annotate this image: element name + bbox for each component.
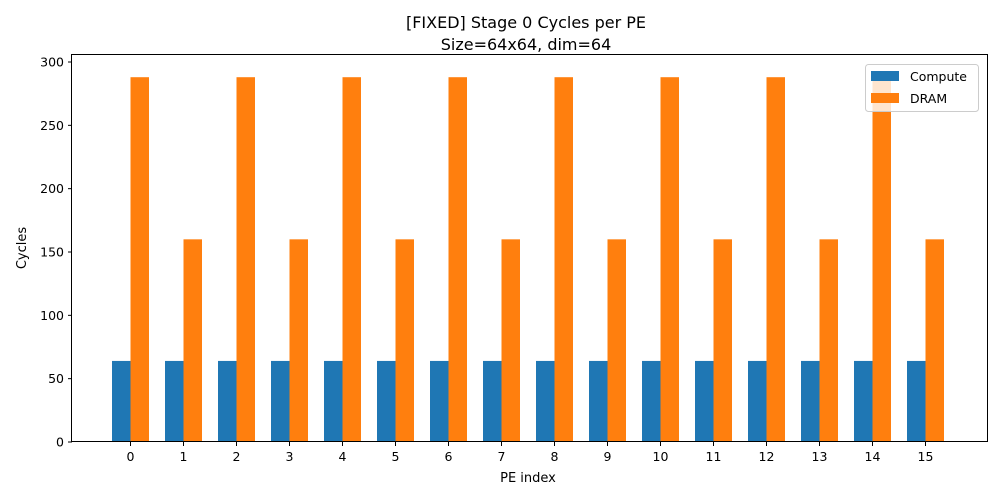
bar-dram-13 — [819, 239, 838, 442]
bar-compute-13 — [801, 360, 820, 442]
bars-group — [112, 77, 944, 442]
y-axis-ticks: 0 50 100 150 200 250 300 — [40, 55, 72, 450]
y-axis-label: Cycles — [15, 227, 30, 270]
legend-label-compute: Compute — [910, 69, 967, 84]
chart-title-line1: [FIXED] Stage 0 Cycles per PE — [406, 13, 646, 32]
legend-swatch-compute — [871, 71, 899, 81]
bar-dram-5 — [395, 239, 414, 442]
x-axis-label: PE index — [500, 471, 556, 486]
bar-compute-5 — [377, 360, 396, 442]
bar-dram-7 — [501, 239, 520, 442]
bar-dram-12 — [766, 77, 785, 442]
plot-frame — [71, 54, 988, 442]
bar-dram-14 — [872, 77, 891, 442]
x-tick-label: 0 — [127, 449, 135, 464]
x-tick-label: 2 — [233, 449, 241, 464]
x-tick-label: 7 — [498, 449, 506, 464]
x-tick-label: 10 — [653, 449, 669, 464]
y-tick-label: 300 — [40, 55, 64, 70]
y-tick-label: 50 — [48, 371, 64, 386]
bar-compute-6 — [430, 360, 449, 442]
legend-swatch-dram — [871, 93, 899, 103]
bar-compute-3 — [271, 360, 290, 442]
x-tick-label: 14 — [865, 449, 881, 464]
x-tick-label: 12 — [759, 449, 775, 464]
legend: Compute DRAM — [865, 64, 979, 112]
bar-dram-9 — [607, 239, 626, 442]
x-tick-label: 11 — [706, 449, 722, 464]
y-tick-label: 100 — [40, 308, 64, 323]
bar-compute-9 — [589, 360, 608, 442]
bar-compute-10 — [642, 360, 661, 442]
bar-dram-6 — [448, 77, 467, 442]
bar-compute-1 — [165, 360, 184, 442]
bar-dram-3 — [289, 239, 308, 442]
bar-compute-8 — [536, 360, 555, 442]
bar-dram-2 — [236, 77, 255, 442]
bar-dram-11 — [713, 239, 732, 442]
bar-compute-7 — [483, 360, 502, 442]
x-tick-label: 8 — [551, 449, 559, 464]
x-tick-label: 13 — [812, 449, 828, 464]
x-tick-label: 5 — [392, 449, 400, 464]
bar-compute-0 — [112, 360, 131, 442]
bar-dram-1 — [183, 239, 202, 442]
y-tick-label: 150 — [40, 245, 64, 260]
bar-dram-10 — [660, 77, 679, 442]
x-tick-label: 15 — [918, 449, 934, 464]
x-tick-label: 9 — [604, 449, 612, 464]
y-tick-label: 250 — [40, 118, 64, 133]
bar-compute-11 — [695, 360, 714, 442]
bar-compute-14 — [854, 360, 873, 442]
bar-dram-4 — [342, 77, 361, 442]
chart-title-line2: Size=64x64, dim=64 — [441, 35, 612, 54]
x-tick-label: 1 — [180, 449, 188, 464]
x-axis-ticks: 0 1 2 3 4 5 6 7 8 9 10 11 12 13 14 15 — [127, 442, 934, 464]
bar-dram-0 — [130, 77, 149, 442]
y-tick-label: 0 — [56, 435, 64, 450]
bar-compute-2 — [218, 360, 237, 442]
bar-dram-8 — [554, 77, 573, 442]
bar-compute-12 — [748, 360, 767, 442]
x-tick-label: 6 — [445, 449, 453, 464]
x-tick-label: 3 — [286, 449, 294, 464]
y-tick-label: 200 — [40, 181, 64, 196]
bar-compute-15 — [907, 360, 926, 442]
bar-dram-15 — [925, 239, 944, 442]
x-tick-label: 4 — [339, 449, 347, 464]
bar-compute-4 — [324, 360, 343, 442]
legend-label-dram: DRAM — [910, 91, 947, 106]
